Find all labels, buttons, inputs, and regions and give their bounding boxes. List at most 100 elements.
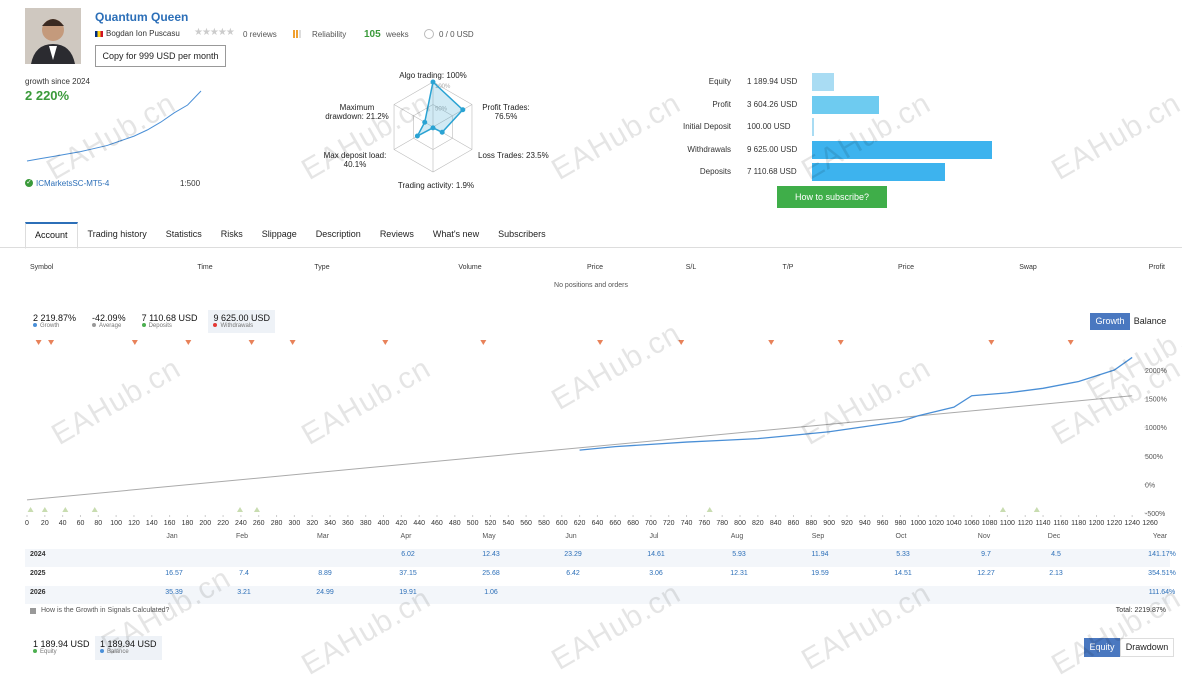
positions-column: S/L [685, 264, 697, 271]
withdrawal-marker [248, 340, 255, 345]
reliability-icon [293, 30, 301, 38]
tab[interactable]: Subscribers [498, 229, 546, 239]
stat-box: 9 625.00 USD Withdrawals [208, 310, 275, 333]
monthly-cell: 141.17% [1148, 551, 1176, 558]
x-tick-label: 280 [271, 520, 283, 527]
balance-name: Initial Deposit [682, 122, 731, 131]
monthly-row-bg [25, 549, 1170, 567]
monthly-cell: 16.57 [165, 570, 183, 577]
monthly-column: Year [1152, 533, 1168, 540]
reviews[interactable]: 0 reviews [243, 30, 277, 39]
monthly-column: Apr [400, 533, 412, 540]
footer-toggle[interactable]: Drawdown [1120, 638, 1174, 657]
copy-button[interactable]: Copy for 999 USD per month [95, 45, 226, 67]
tab[interactable]: Reviews [379, 229, 414, 239]
x-tick-label: 120 [128, 520, 140, 527]
x-tick-label: 1220 [1107, 520, 1123, 527]
signal-title[interactable]: Quantum Queen [95, 10, 189, 24]
growth-help-link[interactable]: How is the Growth in Signals Calculated? [41, 607, 170, 614]
x-tick-label: 820 [752, 520, 764, 527]
growth-value: 2 220% [25, 88, 70, 103]
subscribe-button[interactable]: How to subscribe? [777, 186, 887, 208]
x-tick-label: 180 [182, 520, 194, 527]
stat-label: Average [99, 323, 122, 329]
x-tick-label: 840 [770, 520, 782, 527]
withdrawal-marker [1067, 340, 1074, 345]
monthly-cell: 3.21 [237, 589, 251, 596]
balance-value: 9 625.00 USD [747, 144, 798, 154]
author[interactable]: Bogdan Ion Puscasu [106, 29, 180, 38]
tab[interactable]: Risks [220, 229, 243, 239]
radar-label: Algo trading: 100% [399, 71, 467, 80]
tab[interactable]: Statistics [165, 229, 202, 239]
x-tick-label: 380 [360, 520, 372, 527]
positions-column: Price [587, 264, 603, 271]
monthly-cell: 3.06 [649, 570, 663, 577]
monthly-column: Oct [895, 533, 907, 540]
growth-label: growth since 2024 [25, 77, 90, 86]
monthly-cell: 6.42 [566, 570, 580, 577]
tab[interactable]: Account [25, 222, 78, 249]
positions-column: Profit [1148, 264, 1165, 271]
monthly-cell: 6.02 [401, 551, 415, 558]
footer-stat-label-row: Equity [33, 649, 90, 655]
x-tick-label: 1100 [1000, 520, 1015, 527]
broker[interactable]: ICMarketsSC-MT5-4 [36, 179, 110, 188]
footer-stat-label-row: Balance [100, 649, 157, 655]
x-tick-label: 1140 [1036, 520, 1051, 527]
radar-ring [393, 81, 473, 173]
monthly-cell: 5.33 [896, 551, 910, 558]
deposit-marker [91, 507, 98, 512]
monthly-column: Dec [1047, 533, 1061, 540]
stat-dot [141, 323, 146, 327]
stat-box: 7 110.68 USD Deposits [137, 310, 203, 333]
monthly-column: Jun [565, 533, 577, 540]
deposit-marker [999, 507, 1006, 512]
chart-toggle[interactable]: Balance [1130, 313, 1170, 330]
x-tick-label: 500 [467, 520, 479, 527]
x-tick-label: 160 [164, 520, 176, 527]
stat-dot [92, 323, 97, 327]
withdrawal-marker [131, 340, 138, 345]
stat-value: 2 219.87% [33, 313, 77, 323]
x-tick-label: 460 [431, 520, 443, 527]
monthly-column: Jan [166, 533, 178, 540]
x-tick-label: 700 [645, 520, 657, 527]
monthly-column: Aug [730, 533, 744, 540]
x-tick-label: 1260 [1142, 520, 1158, 527]
deposit-marker [253, 507, 260, 512]
x-tick-label: 440 [413, 520, 425, 527]
monthly-cell: 354.51% [1148, 570, 1176, 577]
monthly-cell: 25.68 [482, 570, 500, 577]
sparkline [26, 90, 202, 162]
y2-tick-label: 2000% [1145, 368, 1167, 375]
deposit-marker [27, 507, 34, 512]
flag [95, 31, 103, 37]
withdrawal-marker [289, 340, 296, 345]
monthly-cell: 12.31 [730, 570, 748, 577]
deposit-marker [62, 507, 69, 512]
tab[interactable]: Description [315, 229, 361, 239]
monthly-cell: 24.99 [316, 589, 334, 596]
balance-value: 7 110.68 USD [747, 167, 797, 176]
radar-ring [413, 104, 453, 150]
broker-check: ✓ [25, 179, 33, 187]
monthly-cell: 37.15 [399, 570, 417, 577]
x-tick-label: 360 [342, 520, 354, 527]
tab[interactable]: Slippage [261, 229, 297, 239]
deposit-marker [1033, 507, 1040, 512]
x-tick-label: 920 [841, 520, 853, 527]
x-tick-label: 780 [716, 520, 728, 527]
chart-toggle[interactable]: Growth [1090, 313, 1130, 330]
withdrawal-marker [185, 340, 192, 345]
weeks-unit: weeks [386, 30, 409, 39]
monthly-column: Nov [977, 533, 991, 540]
monthly-year: 2024 [30, 551, 46, 558]
leverage: 1:500 [180, 179, 201, 188]
footer-toggle[interactable]: Equity [1084, 638, 1120, 657]
withdrawal-marker [382, 340, 389, 345]
tab[interactable]: What's new [432, 229, 480, 239]
growth-total: Total: 2219.87% [1115, 607, 1166, 614]
help-icon [30, 608, 36, 614]
tab[interactable]: Trading history [87, 229, 147, 239]
